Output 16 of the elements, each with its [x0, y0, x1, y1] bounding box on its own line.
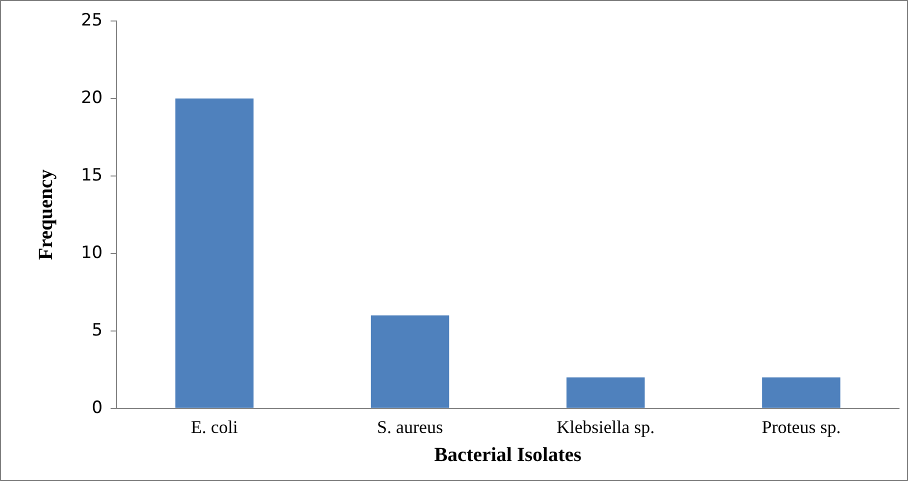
bar [566, 377, 645, 408]
y-tick-label: 20 [80, 88, 103, 108]
x-axis-title: Bacterial Isolates [434, 444, 582, 466]
x-tick-label: Proteus sp. [762, 416, 841, 437]
y-tick-label: 10 [80, 242, 103, 263]
x-tick-label: E. coli [190, 416, 238, 437]
y-tick-label: 15 [80, 165, 103, 186]
bar [175, 98, 254, 408]
x-tick-label: Klebsiella sp. [556, 416, 655, 437]
y-tick-label: 5 [92, 320, 103, 340]
y-tick-label: 0 [92, 398, 103, 418]
y-axis-title: Frequency [35, 169, 58, 260]
x-tick-label: S. aureus [377, 416, 444, 437]
bar [370, 315, 450, 408]
bar [762, 377, 840, 408]
y-tick-label: 25 [80, 10, 103, 30]
